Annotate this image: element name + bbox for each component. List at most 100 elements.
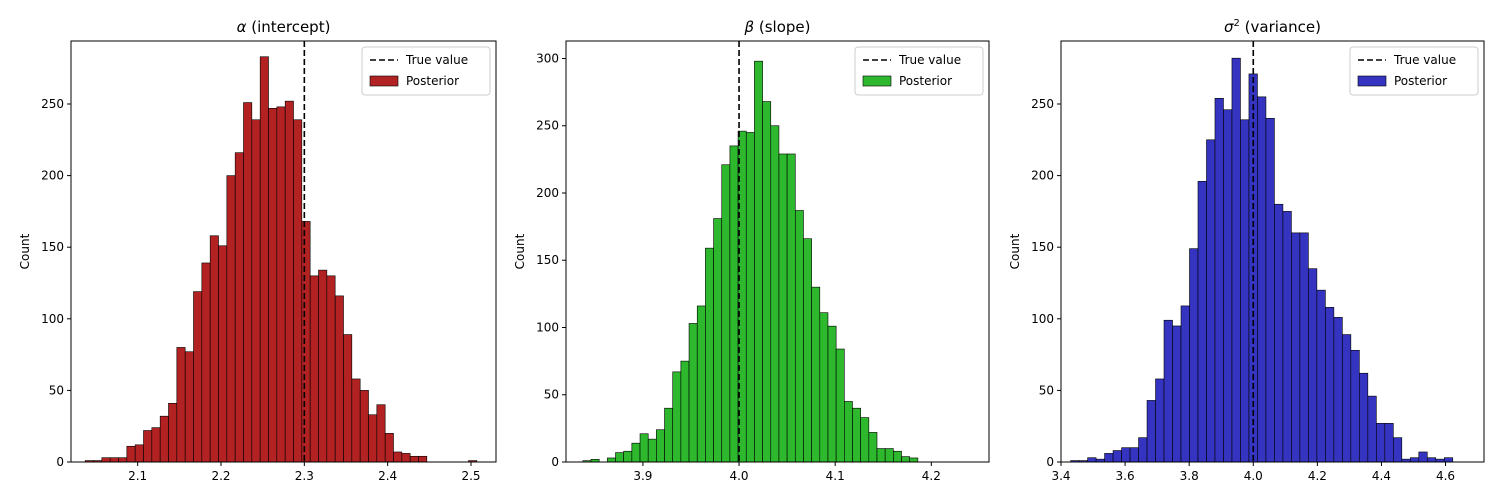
legend-label: True value — [1393, 53, 1456, 67]
x-tick-label: 2.1 — [128, 469, 147, 483]
histogram-bar — [639, 433, 649, 463]
title-text: (intercept) — [246, 18, 330, 36]
axes-frame — [70, 40, 497, 463]
y-tick-label: 300 — [536, 51, 559, 65]
legend-patch-icon — [862, 75, 892, 87]
y-tick-label: 250 — [41, 97, 64, 111]
histogram-bar — [268, 108, 278, 463]
histogram-bar — [827, 325, 837, 463]
histogram-bar — [151, 427, 161, 463]
y-tick-label: 50 — [49, 383, 64, 397]
histogram-bar — [778, 153, 788, 463]
histogram-bar — [1308, 268, 1318, 463]
histogram-bar — [1418, 451, 1428, 463]
histogram-bar — [368, 414, 378, 463]
histogram-bar — [118, 457, 128, 463]
y-tick-label: 50 — [1039, 383, 1054, 397]
legend-patch-icon — [369, 75, 399, 87]
y-tick-label: 150 — [536, 253, 559, 267]
histogram-bar — [1104, 453, 1114, 463]
histogram-bar — [713, 218, 723, 463]
histogram-bar — [1367, 395, 1377, 463]
histogram-bar — [721, 164, 731, 463]
histogram-bar — [762, 101, 772, 463]
histogram-bar — [1274, 203, 1284, 463]
histogram-bar — [664, 407, 674, 463]
histogram-bar — [1121, 447, 1131, 463]
x-tick-label: 4.6 — [1436, 469, 1455, 483]
histogram-bar — [101, 457, 111, 463]
histogram-bar — [656, 429, 665, 463]
histogram-bar — [745, 132, 755, 463]
histogram-bar — [705, 247, 714, 463]
y-tick-label: 100 — [41, 312, 64, 326]
histogram-panel-1: 2.1 2.2 2.3 2.4 2.5 0 50 100 150 200 250 Count α (in… — [18, 18, 497, 483]
histogram-bar — [209, 235, 219, 463]
histogram-bar — [680, 360, 690, 463]
title-text: (variance) — [1240, 18, 1321, 36]
histogram-bar — [1206, 139, 1216, 463]
histogram-bar — [409, 455, 419, 463]
histogram-bar — [1214, 97, 1224, 463]
y-tick-label: 0 — [1046, 455, 1054, 469]
histogram-bar — [1410, 457, 1420, 463]
histogram-bar — [1112, 450, 1122, 463]
histogram-bar — [1163, 319, 1173, 463]
histogram-bar — [909, 457, 919, 463]
histogram-bar — [1231, 57, 1241, 463]
histogram-bar — [376, 404, 386, 463]
histogram-bar — [1342, 334, 1352, 463]
histogram-bar — [835, 348, 845, 463]
histogram-bar — [1443, 457, 1454, 463]
y-tick-label: 200 — [536, 186, 559, 200]
histogram-bar — [168, 402, 178, 463]
x-tick-label: 3.9 — [633, 469, 652, 483]
legend: True value Posterior — [854, 46, 984, 96]
histogram-bar — [201, 262, 211, 463]
y-axis-label: Count — [513, 233, 527, 269]
histogram-panel-2: 3.9 4.0 4.1 4.2 0 50 100 150 200 250 300 Count β (sl… — [513, 18, 990, 483]
legend: True value Posterior — [361, 46, 491, 96]
histogram-bar — [234, 152, 244, 463]
histogram-bar — [1350, 350, 1360, 463]
legend-label: Posterior — [899, 74, 952, 88]
histogram-bar — [794, 210, 804, 463]
panel-title: σ2 (variance) — [1224, 18, 1321, 36]
histogram-bar — [1359, 372, 1369, 463]
histogram-bar — [803, 238, 812, 463]
histogram-bar — [1325, 307, 1335, 463]
histogram-bar — [884, 448, 894, 463]
legend-patch-icon — [1357, 75, 1387, 87]
histogram-bar — [688, 323, 698, 463]
histogram-bar — [1087, 457, 1097, 463]
histogram-bar — [1189, 248, 1199, 463]
histogram-bar — [1316, 289, 1326, 463]
histogram-bar — [901, 456, 910, 463]
histogram-bar — [193, 291, 203, 463]
histogram-bar — [1129, 447, 1139, 463]
y-tick-label: 0 — [551, 455, 559, 469]
histogram-bar — [786, 153, 796, 463]
y-tick-label: 200 — [41, 169, 64, 183]
histogram-bar — [1240, 119, 1250, 463]
legend-label: True value — [405, 53, 468, 67]
y-tick-label: 150 — [1031, 240, 1054, 254]
histogram-bar — [615, 452, 624, 463]
axes-frame — [565, 40, 990, 463]
histogram-bar — [393, 451, 403, 463]
title-symbol: σ — [1224, 18, 1234, 36]
histogram-bar — [401, 453, 411, 463]
y-tick-label: 50 — [544, 388, 559, 402]
histogram-bar — [1291, 232, 1301, 463]
panel-title: α (intercept) — [237, 18, 331, 36]
histogram-bar — [1265, 118, 1275, 463]
histogram-bar — [1384, 423, 1394, 463]
x-tick-label: 3.6 — [1116, 469, 1135, 483]
legend: True value Posterior — [1349, 46, 1479, 96]
histogram-bar — [607, 457, 616, 463]
histogram-bar — [1138, 437, 1148, 463]
histogram-bar — [631, 442, 641, 463]
x-tick-label: 4.2 — [922, 469, 941, 483]
title-symbol: β — [744, 18, 755, 36]
histogram-bar — [351, 378, 361, 463]
